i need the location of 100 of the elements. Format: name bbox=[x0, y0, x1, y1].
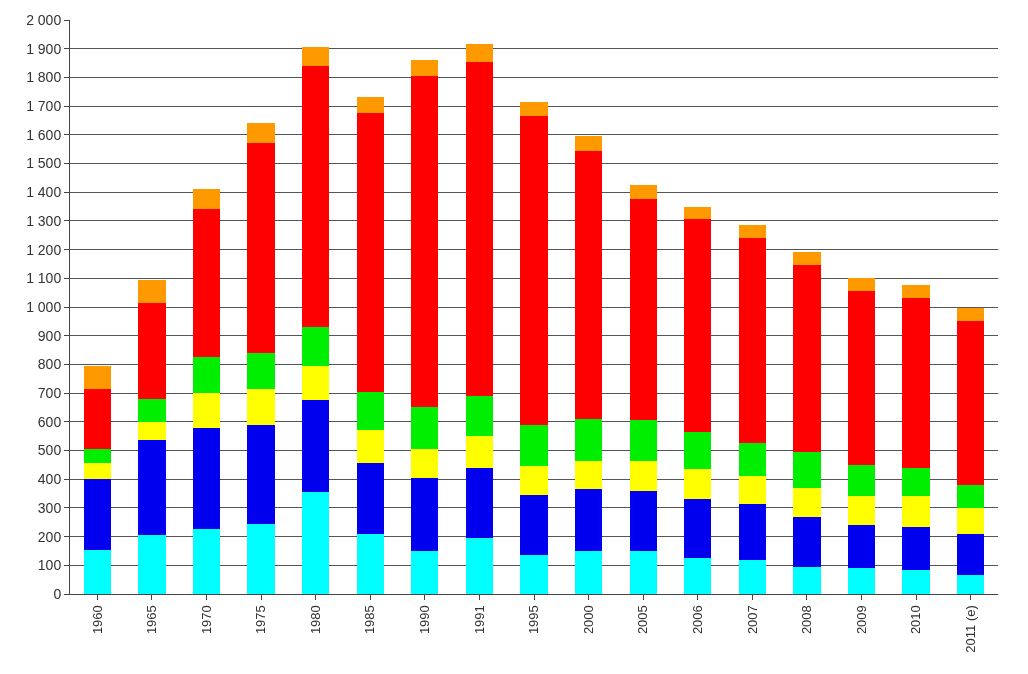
x-tick-label: 2006 bbox=[689, 605, 705, 635]
bar bbox=[793, 487, 821, 517]
bar bbox=[83, 549, 111, 594]
bar bbox=[520, 555, 548, 594]
bar bbox=[247, 388, 275, 425]
bar bbox=[902, 285, 930, 299]
bar bbox=[138, 440, 166, 536]
bar bbox=[738, 503, 766, 560]
bar bbox=[629, 460, 657, 491]
bar bbox=[83, 365, 111, 389]
y-tick-label: 1 000 bbox=[26, 298, 62, 315]
y-tick-label: 700 bbox=[37, 385, 62, 401]
y-tick-label: 500 bbox=[37, 442, 62, 459]
bar bbox=[957, 321, 985, 485]
bar bbox=[356, 97, 384, 114]
y-tick-label: 0 bbox=[53, 585, 62, 602]
bar bbox=[465, 61, 494, 396]
bar bbox=[520, 494, 548, 556]
bar bbox=[957, 533, 985, 576]
x-tick-label: 1985 bbox=[362, 605, 378, 635]
bar bbox=[574, 418, 603, 461]
y-tick-label: 400 bbox=[37, 471, 62, 488]
bar bbox=[247, 352, 275, 389]
bar bbox=[957, 484, 985, 508]
bar bbox=[957, 507, 985, 534]
bar bbox=[302, 400, 330, 493]
bar bbox=[356, 391, 384, 431]
bar bbox=[192, 357, 221, 394]
x-tick-label: 2009 bbox=[853, 605, 869, 635]
y-tick-label: 1 700 bbox=[26, 98, 62, 114]
bar bbox=[465, 44, 494, 62]
bar bbox=[629, 199, 657, 421]
bar bbox=[465, 538, 494, 594]
bar bbox=[138, 421, 166, 441]
bar bbox=[247, 523, 275, 594]
x-tick-label: 2005 bbox=[635, 605, 651, 635]
bar bbox=[411, 60, 439, 76]
bar bbox=[302, 327, 330, 366]
bar bbox=[574, 489, 603, 551]
bar bbox=[247, 143, 275, 353]
bar bbox=[302, 47, 330, 66]
y-tick-label: 1 500 bbox=[26, 155, 62, 172]
bar bbox=[138, 279, 166, 303]
x-tick-label: 2000 bbox=[580, 605, 596, 635]
bar bbox=[192, 209, 221, 358]
x-tick-label: 1990 bbox=[417, 605, 433, 635]
bar bbox=[957, 308, 985, 322]
bar bbox=[847, 496, 876, 526]
y-tick-label: 100 bbox=[37, 557, 62, 574]
bar bbox=[411, 550, 439, 594]
bar bbox=[356, 430, 384, 464]
x-tick-label: 2007 bbox=[744, 605, 760, 635]
bar bbox=[793, 566, 821, 594]
bar bbox=[83, 463, 111, 480]
bar bbox=[138, 535, 166, 594]
y-tick-label: 2 000 bbox=[26, 11, 62, 28]
y-tick-label: 1 600 bbox=[26, 126, 62, 143]
y-tick-label: 1 900 bbox=[26, 40, 62, 57]
bar bbox=[138, 302, 166, 399]
bar bbox=[411, 477, 439, 551]
bar bbox=[847, 568, 876, 594]
y-tick-label: 300 bbox=[37, 499, 62, 516]
bar bbox=[574, 150, 603, 419]
x-tick-label: 1965 bbox=[144, 605, 160, 635]
bar bbox=[684, 219, 712, 432]
bar bbox=[793, 451, 821, 488]
bar bbox=[465, 395, 494, 437]
bar bbox=[520, 424, 548, 467]
x-tick-label: 1960 bbox=[89, 605, 105, 635]
bar bbox=[192, 393, 221, 428]
bar bbox=[192, 189, 221, 210]
y-tick-label: 600 bbox=[37, 413, 62, 430]
bar bbox=[629, 420, 657, 461]
bar bbox=[192, 529, 221, 594]
bar bbox=[957, 575, 985, 594]
bar bbox=[629, 490, 657, 551]
bar bbox=[793, 265, 821, 452]
y-tick-label: 800 bbox=[37, 356, 62, 373]
bar bbox=[574, 136, 603, 151]
bar bbox=[738, 443, 766, 477]
bar bbox=[247, 123, 275, 144]
bar bbox=[411, 75, 439, 408]
bar bbox=[574, 550, 603, 594]
bar bbox=[902, 569, 930, 594]
bar bbox=[902, 496, 930, 527]
bar bbox=[520, 116, 548, 425]
bar bbox=[629, 185, 657, 200]
bar bbox=[302, 492, 330, 594]
bar bbox=[411, 449, 439, 478]
bar bbox=[847, 525, 876, 569]
bar bbox=[847, 464, 876, 497]
bar bbox=[520, 466, 548, 495]
y-tick-label: 1 300 bbox=[26, 212, 62, 229]
bar bbox=[574, 460, 603, 490]
bar bbox=[684, 469, 712, 500]
x-tick-label: 1975 bbox=[253, 605, 269, 635]
y-tick-label: 900 bbox=[37, 327, 62, 344]
bar bbox=[465, 436, 494, 468]
bar bbox=[684, 558, 712, 594]
bar bbox=[847, 278, 876, 292]
